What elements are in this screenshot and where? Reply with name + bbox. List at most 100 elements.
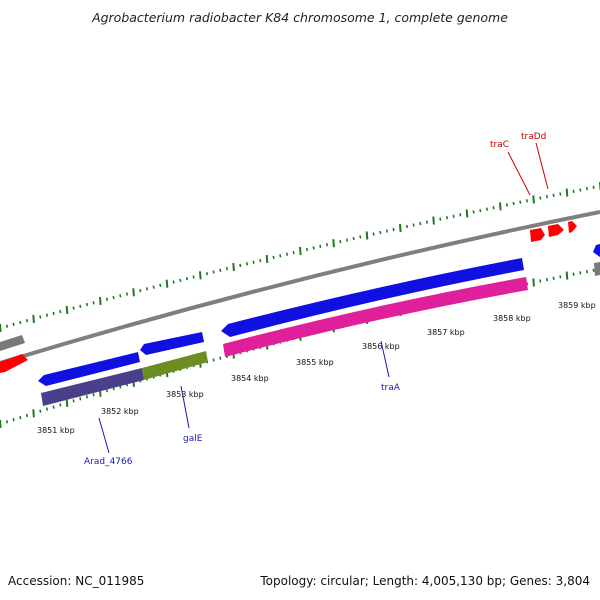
- minor-tick: [105, 297, 109, 301]
- minor-tick: [572, 272, 575, 276]
- minor-tick: [105, 389, 109, 393]
- minor-tick: [519, 200, 522, 204]
- minor-tick: [139, 288, 142, 293]
- minor-tick: [179, 278, 182, 283]
- forward-gene-2: [140, 332, 204, 355]
- major-tick: [165, 279, 169, 288]
- map-title: Agrobacterium radiobacter K84 chromosome…: [92, 10, 508, 25]
- minor-tick: [279, 254, 282, 258]
- minor-tick: [439, 217, 442, 221]
- minor-tick: [325, 243, 329, 247]
- minor-tick: [559, 275, 562, 279]
- minor-tick: [25, 413, 29, 418]
- major-tick: [132, 288, 135, 297]
- kbp-label: 3851 kbp: [37, 426, 75, 435]
- forward-gene-3: [221, 258, 524, 337]
- minor-tick: [92, 301, 95, 305]
- minor-tick: [485, 207, 489, 211]
- gene-label-arad4766: Arad_4766: [84, 457, 133, 467]
- major-tick: [365, 231, 369, 240]
- major-tick: [499, 202, 502, 211]
- major-tick: [32, 314, 35, 323]
- minor-tick: [392, 227, 395, 232]
- minor-tick: [119, 294, 122, 298]
- red-gene-traC: [530, 228, 545, 242]
- major-tick: [332, 239, 335, 248]
- minor-tick: [5, 420, 9, 424]
- minor-tick: [45, 313, 49, 317]
- minor-tick: [59, 309, 62, 314]
- gene-label-traC: traC: [490, 140, 509, 150]
- reverse-gene-galE: [142, 351, 208, 380]
- major-tick: [65, 305, 69, 314]
- reverse-gene-arad4766: [41, 368, 144, 406]
- minor-tick: [572, 189, 575, 193]
- minor-tick: [272, 255, 275, 260]
- minor-tick: [379, 230, 382, 235]
- major-tick: [465, 209, 469, 218]
- major-tick: [232, 263, 235, 272]
- major-tick: [565, 188, 569, 197]
- minor-tick: [312, 246, 315, 250]
- major-tick: [432, 216, 435, 225]
- major-tick: [65, 398, 69, 407]
- minor-tick: [319, 244, 322, 248]
- minor-tick: [85, 302, 89, 307]
- minor-tick: [52, 311, 55, 316]
- minor-tick: [245, 262, 249, 266]
- minor-tick: [525, 199, 529, 203]
- kbp-label: 3854 kbp: [231, 374, 269, 383]
- minor-tick: [492, 206, 495, 210]
- minor-tick: [59, 403, 62, 407]
- traA-feature: [223, 277, 528, 357]
- leader-galE: [180, 385, 190, 429]
- minor-tick: [305, 247, 309, 252]
- minor-tick: [445, 216, 449, 220]
- minor-tick: [52, 405, 55, 409]
- minor-tick: [112, 295, 115, 300]
- minor-tick: [79, 304, 82, 308]
- minor-tick: [552, 193, 555, 197]
- minor-tick: [372, 232, 375, 236]
- kbp-label: 3859 kbp: [558, 301, 596, 310]
- major-tick: [265, 254, 269, 264]
- leader-arad4766: [98, 417, 110, 454]
- minor-tick: [5, 324, 9, 328]
- minor-tick: [479, 208, 482, 213]
- minor-tick: [185, 277, 189, 281]
- minor-tick: [359, 235, 362, 239]
- minor-tick: [19, 415, 22, 420]
- leader-traA: [380, 340, 390, 378]
- major-tick: [399, 223, 402, 233]
- major-tick: [532, 195, 535, 204]
- minor-tick: [45, 407, 49, 411]
- minor-tick: [19, 320, 22, 325]
- minor-tick: [225, 267, 229, 271]
- minor-tick: [545, 277, 549, 282]
- minor-tick: [285, 252, 289, 256]
- red-gene-3: [568, 221, 577, 233]
- minor-tick: [172, 280, 175, 284]
- minor-tick: [579, 271, 582, 275]
- minor-tick: [79, 397, 82, 401]
- minor-tick: [539, 196, 542, 200]
- minor-tick: [92, 393, 95, 397]
- minor-tick: [125, 292, 129, 296]
- minor-tick: [539, 279, 542, 283]
- minor-tick: [252, 260, 255, 264]
- major-tick: [32, 409, 35, 418]
- major-tick: [565, 271, 569, 280]
- forward-gene-1: [38, 352, 140, 386]
- minor-tick: [339, 239, 342, 244]
- minor-tick: [352, 236, 355, 241]
- minor-tick: [192, 275, 195, 279]
- kbp-label: 3858 kbp: [493, 314, 531, 323]
- leader-traDd: [535, 142, 549, 190]
- kbp-label: 3856 kbp: [362, 342, 400, 351]
- major-tick: [0, 419, 2, 429]
- minor-tick: [219, 268, 222, 273]
- minor-tick: [39, 409, 42, 413]
- minor-tick: [425, 220, 429, 224]
- minor-tick: [585, 269, 589, 274]
